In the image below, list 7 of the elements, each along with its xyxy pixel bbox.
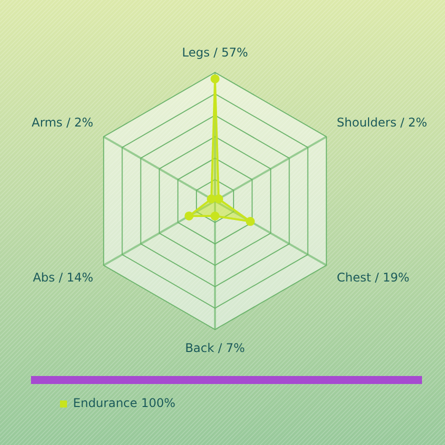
spoke-label: Legs / 57%: [182, 45, 248, 60]
spoke-label: Chest / 19%: [336, 270, 410, 285]
spoke-label: Shoulders / 2%: [336, 116, 428, 130]
spoke-label: Abs / 14%: [32, 270, 94, 285]
spoke-label: Arms / 2%: [32, 116, 94, 130]
spoke-label: Back / 7%: [185, 340, 245, 355]
legend-label: Endurance 100%: [73, 396, 176, 410]
